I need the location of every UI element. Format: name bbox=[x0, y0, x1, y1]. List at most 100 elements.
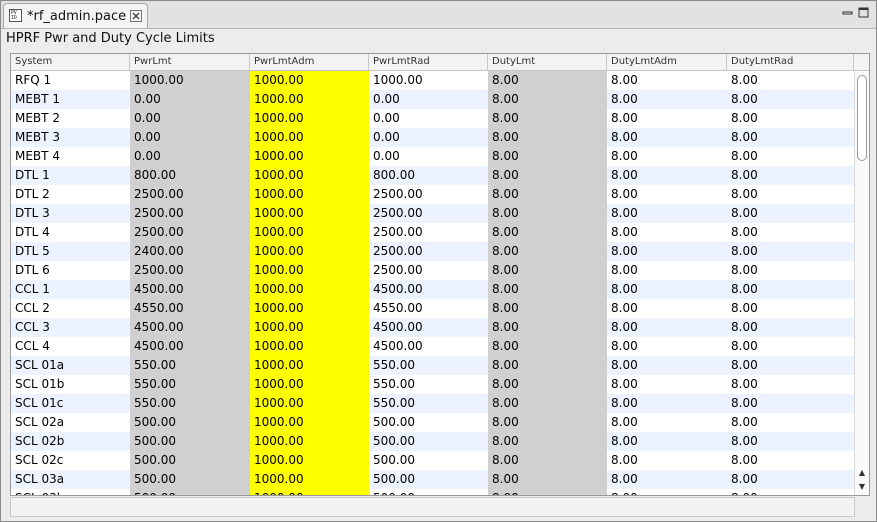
table-row[interactable]: CCL 4 4500.00 1000.00 4500.00 8.00 8.00 8.00 bbox=[11, 337, 854, 356]
horizontal-scrollbar[interactable] bbox=[10, 497, 855, 517]
cell-pwrlmtadm[interactable]: 1000.00 bbox=[250, 337, 369, 356]
table-row[interactable]: DTL 6 2500.00 1000.00 2500.00 8.00 8.00 8.00 bbox=[11, 261, 854, 280]
vertical-scrollbar[interactable]: ▲ ▼ bbox=[854, 71, 869, 495]
cell-dutylmt[interactable]: 8.00 bbox=[488, 109, 607, 128]
cell-pwrlmtadm[interactable]: 1000.00 bbox=[250, 147, 369, 166]
cell-dutylmt[interactable]: 8.00 bbox=[488, 432, 607, 451]
scrollbar-thumb[interactable] bbox=[857, 75, 867, 161]
cell-dutylmtrad[interactable]: 8.00 bbox=[731, 301, 758, 315]
cell-pwrlmtrad[interactable]: 2500.00 bbox=[373, 206, 423, 220]
cell-dutylmtadm[interactable]: 8.00 bbox=[611, 396, 638, 410]
cell-dutylmtrad[interactable]: 8.00 bbox=[731, 130, 758, 144]
cell-pwrlmt[interactable]: 500.00 bbox=[130, 470, 250, 489]
cell-pwrlmtadm[interactable]: 1000.00 bbox=[250, 280, 369, 299]
scroll-up-icon[interactable]: ▲ bbox=[858, 468, 866, 477]
table-row[interactable]: SCL 02c 500.00 1000.00 500.00 8.00 8.00 8.00 bbox=[11, 451, 854, 470]
table-row[interactable]: CCL 2 4550.00 1000.00 4550.00 8.00 8.00 8.00 bbox=[11, 299, 854, 318]
cell-dutylmtrad[interactable]: 8.00 bbox=[731, 206, 758, 220]
table-row[interactable]: MEBT 4 0.00 1000.00 0.00 8.00 8.00 8.00 bbox=[11, 147, 854, 166]
cell-dutylmtadm[interactable]: 8.00 bbox=[611, 225, 638, 239]
cell-pwrlmtrad[interactable]: 500.00 bbox=[373, 472, 415, 486]
cell-dutylmtadm[interactable]: 8.00 bbox=[611, 187, 638, 201]
cell-dutylmt[interactable]: 8.00 bbox=[488, 166, 607, 185]
cell-pwrlmtadm[interactable]: 1000.00 bbox=[250, 470, 369, 489]
cell-dutylmt[interactable]: 8.00 bbox=[488, 299, 607, 318]
cell-pwrlmtrad[interactable]: 0.00 bbox=[373, 130, 400, 144]
table-row[interactable]: SCL 01a 550.00 1000.00 550.00 8.00 8.00 8.00 bbox=[11, 356, 854, 375]
cell-pwrlmt[interactable]: 4550.00 bbox=[130, 299, 250, 318]
cell-dutylmt[interactable]: 8.00 bbox=[488, 318, 607, 337]
cell-dutylmtrad[interactable]: 8.00 bbox=[731, 149, 758, 163]
cell-pwrlmtadm[interactable]: 1000.00 bbox=[250, 489, 369, 495]
column-header-system[interactable]: System bbox=[11, 54, 130, 70]
cell-pwrlmtrad[interactable]: 4500.00 bbox=[373, 320, 423, 334]
cell-dutylmtadm[interactable]: 8.00 bbox=[611, 434, 638, 448]
table-row[interactable]: MEBT 3 0.00 1000.00 0.00 8.00 8.00 8.00 bbox=[11, 128, 854, 147]
cell-pwrlmtrad[interactable]: 0.00 bbox=[373, 92, 400, 106]
cell-pwrlmtrad[interactable]: 2500.00 bbox=[373, 225, 423, 239]
cell-dutylmtadm[interactable]: 8.00 bbox=[611, 415, 638, 429]
cell-pwrlmt[interactable]: 550.00 bbox=[130, 375, 250, 394]
column-header-dutylmtadm[interactable]: DutyLmtAdm bbox=[607, 54, 727, 70]
cell-dutylmtadm[interactable]: 8.00 bbox=[611, 339, 638, 353]
cell-pwrlmtadm[interactable]: 1000.00 bbox=[250, 71, 369, 90]
cell-dutylmt[interactable]: 8.00 bbox=[488, 71, 607, 90]
cell-pwrlmtadm[interactable]: 1000.00 bbox=[250, 394, 369, 413]
column-header-pwrlmtadm[interactable]: PwrLmtAdm bbox=[250, 54, 369, 70]
cell-pwrlmt[interactable]: 1000.00 bbox=[130, 71, 250, 90]
cell-pwrlmt[interactable]: 550.00 bbox=[130, 356, 250, 375]
table-row[interactable]: SCL 03a 500.00 1000.00 500.00 8.00 8.00 8.00 bbox=[11, 470, 854, 489]
cell-pwrlmtadm[interactable]: 1000.00 bbox=[250, 204, 369, 223]
cell-dutylmtadm[interactable]: 8.00 bbox=[611, 301, 638, 315]
cell-dutylmtrad[interactable]: 8.00 bbox=[731, 282, 758, 296]
cell-dutylmtrad[interactable]: 8.00 bbox=[731, 434, 758, 448]
table-row[interactable]: SCL 01c 550.00 1000.00 550.00 8.00 8.00 8.00 bbox=[11, 394, 854, 413]
cell-pwrlmt[interactable]: 500.00 bbox=[130, 413, 250, 432]
cell-pwrlmtadm[interactable]: 1000.00 bbox=[250, 166, 369, 185]
cell-dutylmtadm[interactable]: 8.00 bbox=[611, 149, 638, 163]
cell-pwrlmtrad[interactable]: 4500.00 bbox=[373, 339, 423, 353]
cell-dutylmtrad[interactable]: 8.00 bbox=[731, 92, 758, 106]
cell-pwrlmtrad[interactable]: 800.00 bbox=[373, 168, 415, 182]
scroll-down-icon[interactable]: ▼ bbox=[858, 482, 866, 491]
cell-dutylmtrad[interactable]: 8.00 bbox=[731, 244, 758, 258]
cell-pwrlmtrad[interactable]: 0.00 bbox=[373, 111, 400, 125]
cell-dutylmtadm[interactable]: 8.00 bbox=[611, 206, 638, 220]
cell-dutylmt[interactable]: 8.00 bbox=[488, 204, 607, 223]
table-row[interactable]: DTL 2 2500.00 1000.00 2500.00 8.00 8.00 8.00 bbox=[11, 185, 854, 204]
table-row[interactable]: MEBT 2 0.00 1000.00 0.00 8.00 8.00 8.00 bbox=[11, 109, 854, 128]
cell-pwrlmtrad[interactable]: 500.00 bbox=[373, 434, 415, 448]
cell-dutylmt[interactable]: 8.00 bbox=[488, 261, 607, 280]
tab-rf-admin[interactable]: PV IO *rf_admin.pace bbox=[3, 3, 148, 28]
cell-dutylmtadm[interactable]: 8.00 bbox=[611, 130, 638, 144]
cell-dutylmt[interactable]: 8.00 bbox=[488, 394, 607, 413]
cell-dutylmt[interactable]: 8.00 bbox=[488, 223, 607, 242]
cell-pwrlmt[interactable]: 2500.00 bbox=[130, 204, 250, 223]
cell-pwrlmtrad[interactable]: 1000.00 bbox=[373, 73, 423, 87]
cell-pwrlmtadm[interactable]: 1000.00 bbox=[250, 375, 369, 394]
close-icon[interactable] bbox=[130, 10, 142, 22]
cell-dutylmt[interactable]: 8.00 bbox=[488, 489, 607, 495]
cell-pwrlmtadm[interactable]: 1000.00 bbox=[250, 261, 369, 280]
cell-pwrlmt[interactable]: 2500.00 bbox=[130, 261, 250, 280]
cell-dutylmt[interactable]: 8.00 bbox=[488, 337, 607, 356]
table-row[interactable]: DTL 3 2500.00 1000.00 2500.00 8.00 8.00 8.00 bbox=[11, 204, 854, 223]
cell-dutylmtrad[interactable]: 8.00 bbox=[731, 453, 758, 467]
cell-pwrlmt[interactable]: 800.00 bbox=[130, 166, 250, 185]
cell-pwrlmt[interactable]: 550.00 bbox=[130, 394, 250, 413]
column-header-pwrlmtrad[interactable]: PwrLmtRad bbox=[369, 54, 488, 70]
column-header-dutylmt[interactable]: DutyLmt bbox=[488, 54, 607, 70]
cell-dutylmtadm[interactable]: 8.00 bbox=[611, 168, 638, 182]
table-row[interactable]: SCL 02a 500.00 1000.00 500.00 8.00 8.00 8.00 bbox=[11, 413, 854, 432]
cell-dutylmt[interactable]: 8.00 bbox=[488, 375, 607, 394]
cell-pwrlmtadm[interactable]: 1000.00 bbox=[250, 128, 369, 147]
cell-dutylmtadm[interactable]: 8.00 bbox=[611, 244, 638, 258]
cell-dutylmtrad[interactable]: 8.00 bbox=[731, 377, 758, 391]
cell-pwrlmt[interactable]: 0.00 bbox=[130, 128, 250, 147]
cell-dutylmt[interactable]: 8.00 bbox=[488, 185, 607, 204]
cell-pwrlmtadm[interactable]: 1000.00 bbox=[250, 356, 369, 375]
table-row[interactable]: DTL 1 800.00 1000.00 800.00 8.00 8.00 8.00 bbox=[11, 166, 854, 185]
cell-dutylmtrad[interactable]: 8.00 bbox=[731, 225, 758, 239]
cell-dutylmt[interactable]: 8.00 bbox=[488, 470, 607, 489]
